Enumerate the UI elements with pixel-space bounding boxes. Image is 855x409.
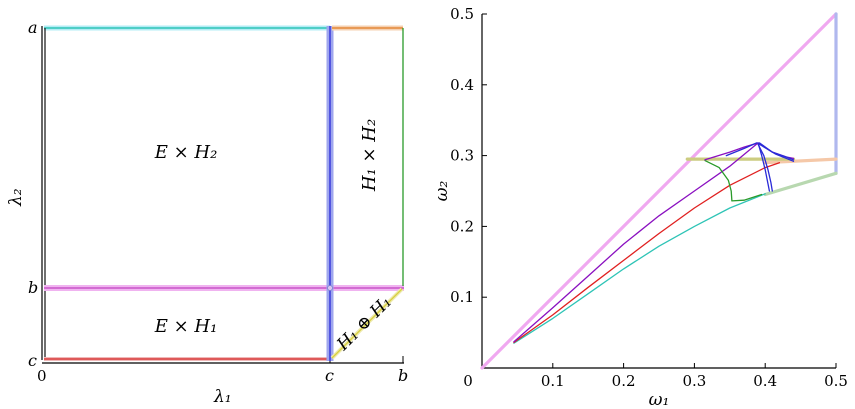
chart-x-axis-label: ω₁: [649, 390, 670, 409]
right-chart: 0 0.1 0.2 0.3 0.4 0.5 0.1 0.2 0.3 0.4 0.5 ω₁ ω₂: [432, 5, 848, 409]
chart-x-tick-label: 0: [463, 372, 473, 390]
region-upper-left: E × H₂: [154, 142, 218, 163]
chart-y-axis-label: ω₂: [432, 180, 452, 201]
x-tick-0: 0: [37, 367, 47, 385]
chart-x-tick-label: 0.4: [753, 372, 777, 390]
region-lower-left: E × H₁: [154, 316, 218, 337]
left-y-axis-label: λ₂: [6, 188, 26, 207]
chart-y-tick-label: 0.1: [450, 288, 474, 306]
chart-series-line-10: [757, 142, 771, 192]
y-tick-c: c: [28, 351, 37, 370]
chart-series-line-12: [725, 142, 758, 157]
left-x-axis-label: λ₁: [213, 387, 232, 407]
chart-series-line-14: [758, 143, 795, 162]
x-tick-b: b: [398, 366, 408, 385]
chart-series-line-7: [513, 142, 759, 343]
chart-series-line-6: [513, 162, 781, 344]
chart-y-tick-label: 0.4: [450, 76, 474, 94]
chart-series-line-2: [763, 171, 838, 197]
y-tick-b: b: [28, 278, 38, 297]
chart-series-line-0: [480, 12, 838, 370]
x-tick-c: c: [325, 366, 334, 385]
chart-x-tick-label: 0.1: [541, 372, 565, 390]
chart-x-tick-label: 0.5: [824, 372, 848, 390]
chart-series-line-11: [757, 143, 773, 192]
chart-series-line-3: [763, 157, 838, 165]
y-tick-a: a: [28, 18, 38, 37]
region-triangle: H₁ ⊕ H₁: [333, 292, 396, 355]
chart-y-tick-label: 0.3: [450, 147, 474, 165]
intersection-dot: [327, 285, 333, 291]
chart-y-tick-label: 0.5: [450, 5, 474, 23]
chart-x-tick-label: 0.3: [682, 372, 706, 390]
region-upper-right: H₁ × H₂: [359, 119, 380, 192]
chart-series-line-5: [513, 193, 766, 344]
left-diagram: a b c 0 c b λ₁ λ₂ E × H₂ E × H₁ H₁ × H₂ …: [6, 18, 408, 407]
chart-x-tick-label: 0.2: [612, 372, 636, 390]
chart-y-tick-label: 0.2: [450, 217, 474, 235]
chart-series-line-8: [704, 159, 763, 202]
chart-series-line-9: [704, 142, 795, 161]
diagonal: [331, 288, 403, 359]
